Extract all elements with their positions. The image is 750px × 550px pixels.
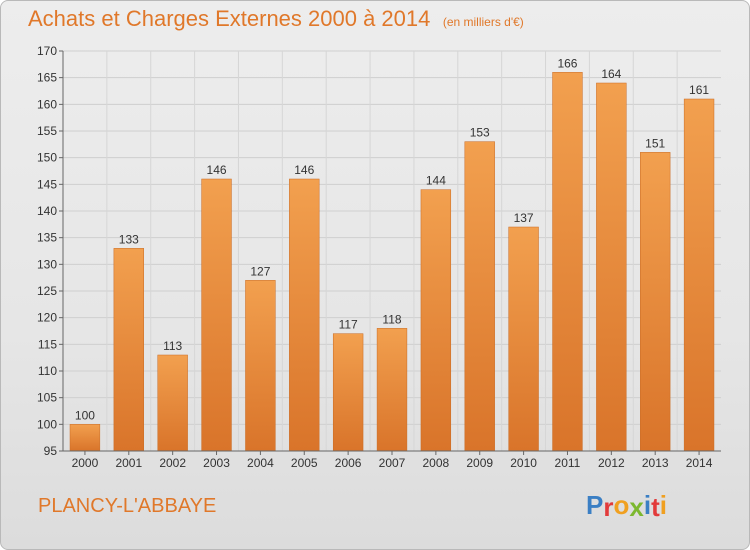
y-tick-label: 105 [37, 391, 57, 405]
bar-2004 [245, 280, 276, 452]
y-tick-label: 140 [37, 204, 57, 218]
y-tick-label: 170 [37, 44, 57, 58]
bar-2003 [201, 178, 232, 452]
y-tick-label: 160 [37, 97, 57, 111]
y-tick-label: 150 [37, 151, 57, 165]
data-label-2003: 146 [207, 163, 227, 177]
data-label-2000: 100 [75, 408, 95, 422]
y-tick-label: 95 [44, 444, 58, 458]
bar-2010 [508, 226, 539, 452]
bar-2001 [113, 248, 144, 452]
logo-letter: i [659, 490, 667, 520]
y-tick-label: 135 [37, 231, 57, 245]
bar-2008 [420, 189, 452, 452]
data-label-2006: 117 [339, 318, 358, 332]
data-label-2001: 133 [119, 232, 139, 246]
chart-title: Achats et Charges Externes 2000 à 2014 [28, 6, 431, 31]
bar-2013 [640, 152, 671, 452]
data-label-2007: 118 [382, 312, 401, 326]
data-label-2012: 164 [601, 67, 621, 81]
data-label-2013: 151 [645, 136, 665, 150]
axis-layer: 95 100 105 110 115 120 125 130 135 140 145 150 155 16… [37, 44, 721, 470]
data-label-2014: 161 [689, 83, 709, 97]
bar-2000 [69, 424, 101, 452]
bar-2006 [332, 333, 364, 452]
data-label-2009: 153 [470, 126, 490, 140]
y-tick-label: 120 [37, 311, 57, 325]
bar-2005 [289, 178, 320, 452]
data-label-2004: 127 [250, 264, 270, 278]
bar-2009 [464, 141, 495, 452]
x-tick-label-2008: 2008 [423, 456, 450, 470]
x-tick-label-2002: 2002 [159, 456, 186, 470]
x-tick-label-2003: 2003 [203, 456, 230, 470]
data-label-2005: 146 [294, 163, 314, 177]
y-tick-label: 125 [37, 284, 57, 298]
logo-letter: r [603, 492, 614, 522]
y-tick-label: 115 [38, 337, 57, 351]
bar-layer: 100 133 113 146 127 146 117 118 144 153 137 166 164 1… [69, 56, 715, 452]
x-tick-label-2004: 2004 [247, 456, 274, 470]
data-label-2002: 113 [163, 339, 182, 353]
logo-letter: P [586, 490, 604, 520]
logo-letter: o [613, 490, 630, 520]
y-tick-label: 145 [37, 177, 57, 191]
x-tick-label-2001: 2001 [115, 456, 142, 470]
bar-2014 [683, 98, 715, 452]
data-label-2010: 137 [514, 211, 534, 225]
x-tick-label-2007: 2007 [379, 456, 406, 470]
bar-2012 [596, 82, 627, 452]
x-tick-label-2013: 2013 [642, 456, 669, 470]
proxiti-logo: Proxiti [586, 490, 667, 522]
y-tick-label: 100 [37, 417, 57, 431]
logo-letter: t [651, 492, 660, 522]
y-tick-label: 155 [37, 124, 57, 138]
y-tick-label: 110 [38, 364, 57, 378]
logo-letter: i [643, 490, 652, 520]
place-name: PLANCY-L'ABBAYE [38, 495, 217, 517]
x-tick-label-2012: 2012 [598, 456, 625, 470]
y-tick-label: 165 [37, 71, 57, 85]
bar-2007 [376, 328, 408, 452]
y-tick-label: 130 [37, 257, 57, 271]
x-tick-label-2006: 2006 [335, 456, 362, 470]
logo-letter: x [629, 492, 644, 522]
x-tick-label-2014: 2014 [686, 456, 713, 470]
x-tick-label-2005: 2005 [291, 456, 318, 470]
data-label-2011: 166 [557, 56, 577, 70]
x-tick-label-2011: 2011 [555, 456, 581, 470]
bar-2011 [552, 72, 583, 452]
x-tick-label-2010: 2010 [510, 456, 537, 470]
chart-subtitle: (en milliers d'€) [442, 15, 524, 29]
x-tick-label-2000: 2000 [72, 456, 99, 470]
title-row: Achats et Charges Externes 2000 à 2014 (… [28, 6, 524, 32]
bar-2002 [157, 354, 188, 452]
x-tick-label-2009: 2009 [466, 456, 493, 470]
data-label-2008: 144 [426, 174, 446, 188]
